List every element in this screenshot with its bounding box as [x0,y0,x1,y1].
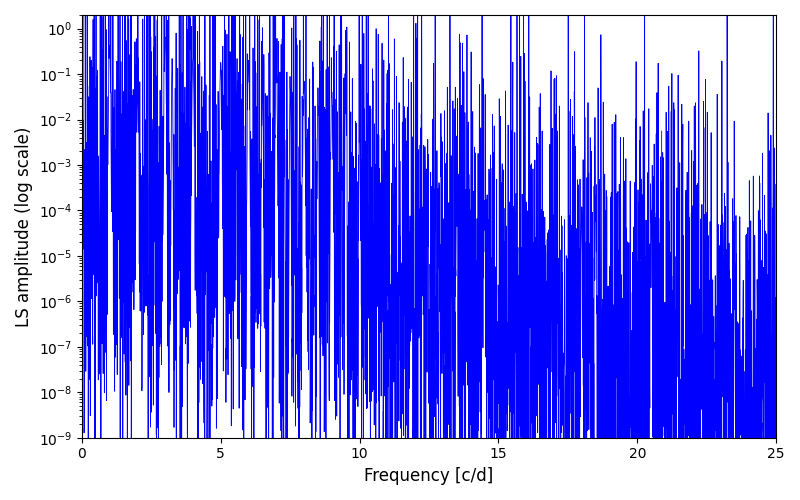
Y-axis label: LS amplitude (log scale): LS amplitude (log scale) [15,126,33,326]
X-axis label: Frequency [c/d]: Frequency [c/d] [364,467,494,485]
